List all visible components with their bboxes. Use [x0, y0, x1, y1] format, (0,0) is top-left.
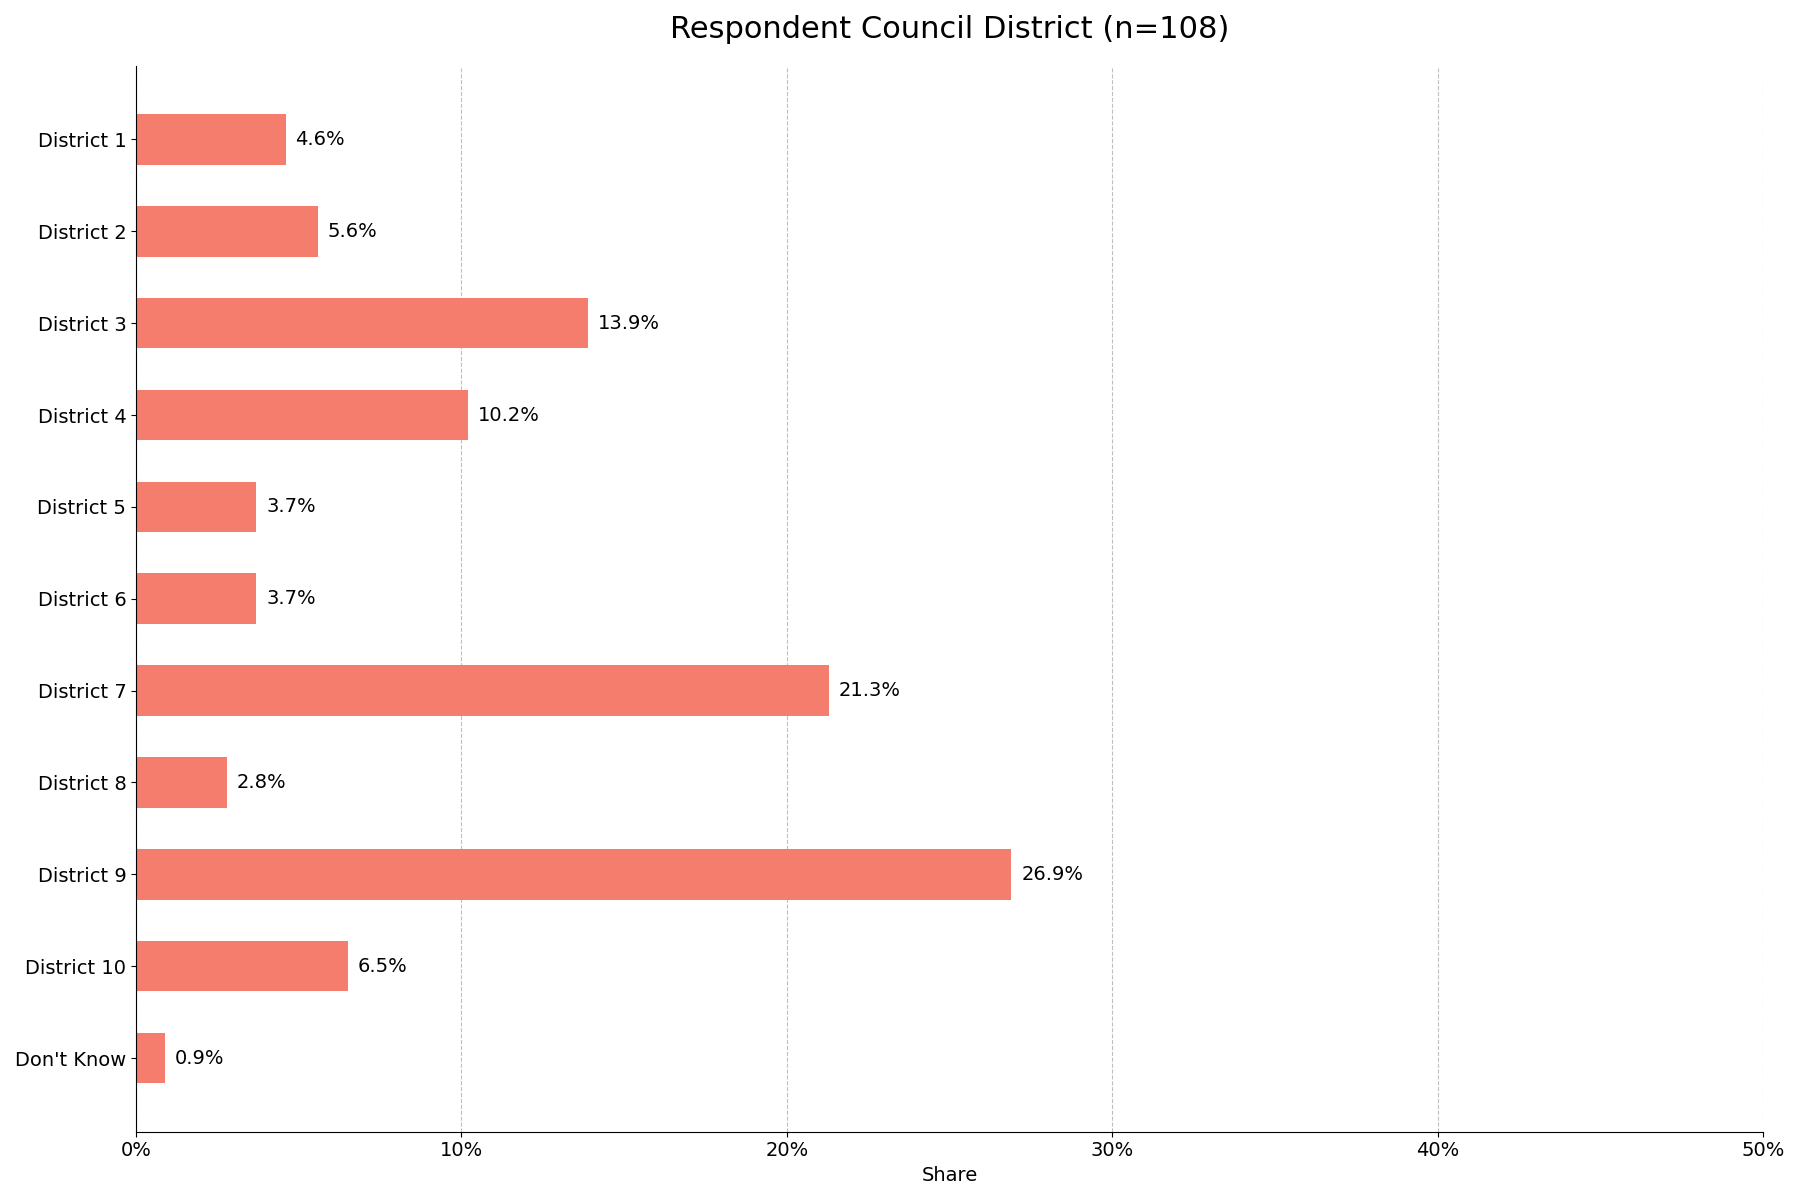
Text: 21.3%: 21.3%	[839, 682, 902, 700]
Bar	[137, 941, 347, 991]
Text: 4.6%: 4.6%	[295, 130, 346, 149]
Text: 13.9%: 13.9%	[598, 313, 661, 332]
Bar	[137, 298, 589, 348]
Text: 3.7%: 3.7%	[266, 497, 315, 516]
Bar	[137, 757, 227, 808]
Bar	[137, 114, 286, 164]
Title: Respondent Council District (n=108): Respondent Council District (n=108)	[670, 14, 1229, 44]
Bar	[137, 481, 256, 532]
Bar	[137, 665, 830, 716]
Bar	[137, 206, 319, 257]
Text: 10.2%: 10.2%	[477, 406, 540, 425]
Bar	[137, 574, 256, 624]
Bar	[137, 1033, 166, 1084]
Text: 26.9%: 26.9%	[1021, 865, 1084, 884]
Text: 0.9%: 0.9%	[175, 1049, 225, 1068]
Text: 2.8%: 2.8%	[238, 773, 286, 792]
Bar	[137, 850, 1012, 900]
Text: 5.6%: 5.6%	[328, 222, 378, 241]
Text: 6.5%: 6.5%	[356, 956, 407, 976]
Text: 3.7%: 3.7%	[266, 589, 315, 608]
Bar	[137, 390, 468, 440]
X-axis label: Share: Share	[922, 1166, 977, 1184]
